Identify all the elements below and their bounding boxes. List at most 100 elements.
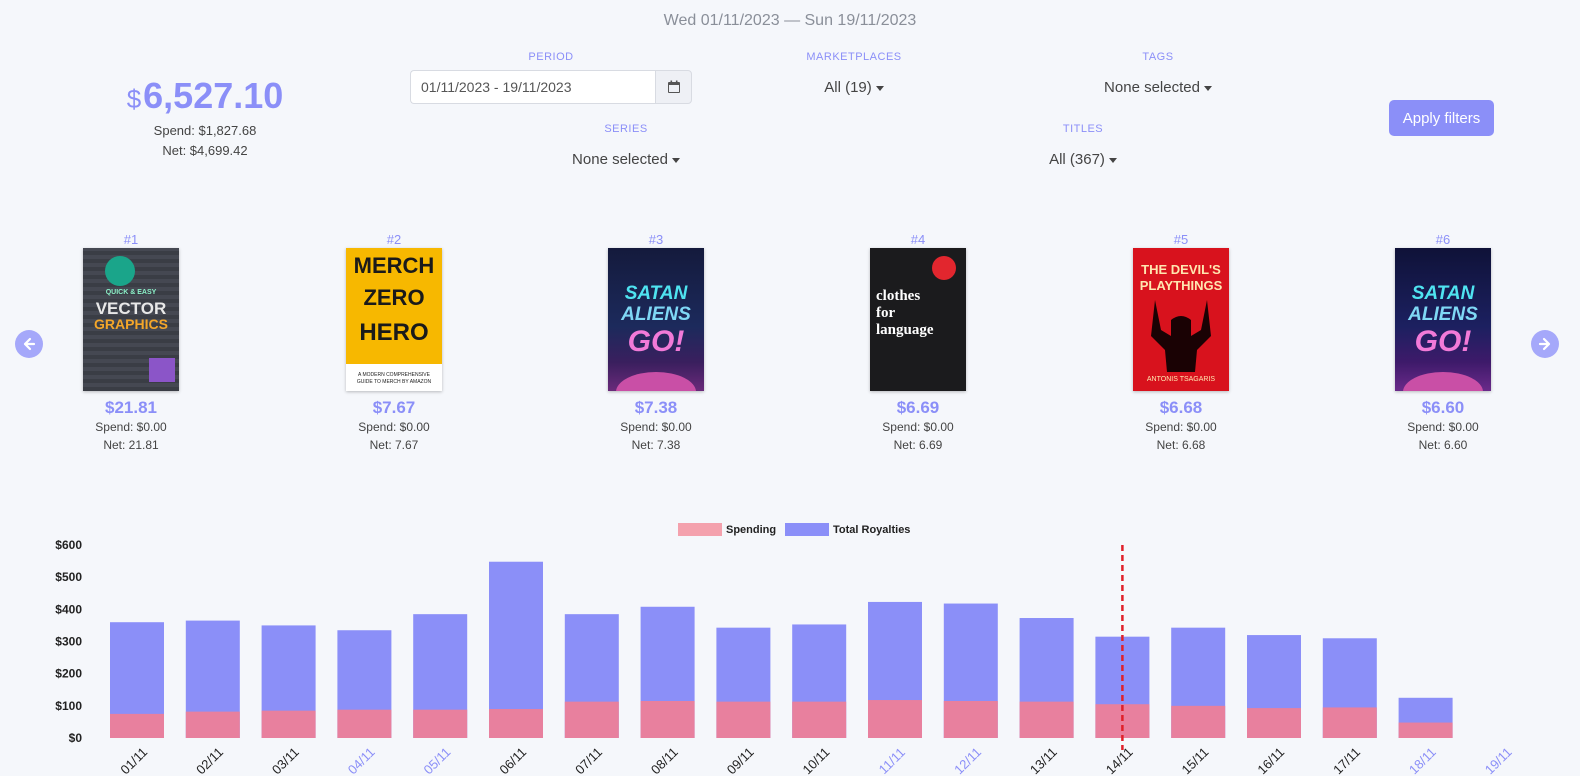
book-cover-merch-zero-to-hero[interactable]: MERCH ZERO HERO A MODERN COMPREHENSIVE G… [346, 248, 442, 391]
x-tick-label: 04/11 [345, 744, 378, 776]
apply-filters-button[interactable]: Apply filters [1389, 100, 1494, 136]
series-dropdown[interactable]: None selected [516, 151, 736, 168]
book-card[interactable]: #3 SATAN ALIENS GO! $7.38 Spend: $0.00 N… [576, 232, 736, 454]
book-price: $7.67 [372, 398, 416, 417]
cover-text: A MODERN COMPREHENSIVE GUIDE TO MERCH BY… [356, 372, 432, 385]
x-tick-label: 11/11 [876, 745, 908, 776]
book-net: Net: 6.68 [1156, 438, 1206, 452]
bar-spending [337, 709, 392, 738]
x-tick-label: 15/11 [1179, 744, 1212, 776]
x-tick-label: 03/11 [269, 744, 302, 776]
legend-swatch [678, 523, 722, 536]
cover-text: QUICK & EASY [105, 289, 157, 296]
cover-text: ANTONIS TSAGARIS [1146, 376, 1216, 383]
bar-spending [1247, 708, 1301, 738]
x-tick-label: 16/11 [1254, 744, 1287, 776]
cover-text: THE DEVIL'S [1141, 262, 1221, 277]
x-tick-label: 10/11 [800, 744, 833, 776]
book-price: $21.81 [105, 398, 157, 417]
book-price: $6.68 [1159, 398, 1203, 417]
x-tick-label: 09/11 [724, 744, 757, 776]
book-spend: Spend: $0.00 [358, 420, 430, 434]
caret-down-icon [671, 157, 680, 163]
total-value: 6,527.10 [143, 75, 284, 116]
book-card[interactable]: #2 MERCH ZERO HERO A MODERN COMPREHENSIV… [314, 232, 474, 454]
cover-text-line: for [876, 305, 896, 321]
caret-down-icon [1108, 157, 1117, 163]
book-cover-clothes-for-language[interactable]: clothes for language [870, 248, 966, 391]
carousel-next-button[interactable] [1531, 330, 1559, 358]
x-tick-label: 06/11 [496, 744, 529, 776]
x-tick-label: 18/11 [1406, 744, 1439, 776]
marketplaces-dropdown[interactable]: All (19) [744, 79, 964, 96]
x-tick-label: 08/11 [648, 744, 681, 776]
logo-badge [932, 256, 956, 280]
book-price: $6.69 [896, 398, 940, 417]
book-card[interactable]: #5 THE DEVIL'S PLAYTHINGS ANTONIS TSAGAR… [1101, 232, 1261, 454]
bar-spending [564, 701, 619, 738]
carousel-prev-button[interactable] [15, 330, 43, 358]
book-spend: Spend: $0.00 [620, 420, 692, 434]
y-tick-label: $100 [55, 699, 82, 713]
cover-text: SATAN [1411, 283, 1475, 304]
planet-shape [616, 372, 696, 391]
book-net: Net: 7.67 [369, 438, 419, 452]
cover-text: VECTOR [95, 299, 167, 318]
period-input[interactable] [410, 70, 655, 104]
book-cover-satan-aliens-go[interactable]: SATAN ALIENS GO! [1395, 248, 1491, 391]
bar-spending [413, 709, 468, 738]
bar-spending [640, 701, 695, 738]
book-cover-vector-graphics[interactable]: QUICK & EASY VECTOR GRAPHICS [83, 248, 179, 391]
x-tick-label: 13/11 [1027, 744, 1060, 776]
book-rank: #6 [1435, 232, 1451, 247]
bar-spending [185, 711, 240, 738]
bar-spending [489, 709, 543, 738]
bar-spending [110, 713, 164, 738]
book-spend: Spend: $0.00 [1407, 420, 1479, 434]
period-label: PERIOD [528, 51, 574, 63]
y-tick-label: $600 [55, 538, 82, 552]
y-tick-label: $400 [55, 602, 82, 616]
book-rank: #4 [910, 232, 926, 247]
bar-spending [716, 701, 771, 738]
x-tick-label: 01/11 [117, 744, 150, 776]
cover-shape [149, 358, 175, 382]
y-tick-label: $0 [69, 731, 83, 745]
cover-text: ZERO [363, 285, 425, 310]
book-net: Net: 6.60 [1418, 438, 1468, 452]
bar-spending [792, 701, 847, 738]
cover-text: HERO [359, 319, 429, 346]
book-spend: Spend: $0.00 [1145, 420, 1217, 434]
x-tick-label: 17/11 [1330, 744, 1363, 776]
titles-dropdown[interactable]: All (367) [973, 151, 1193, 168]
book-price: $7.38 [634, 398, 678, 417]
titles-value: All (367) [1049, 151, 1105, 168]
total-spend: Spend: $1,827.68 [153, 123, 257, 138]
book-rank: #3 [648, 232, 664, 247]
book-spend: Spend: $0.00 [95, 420, 167, 434]
calendar-button[interactable] [655, 70, 692, 104]
logo-badge [105, 256, 135, 286]
x-tick-label: 14/11 [1103, 744, 1136, 776]
book-rank: #2 [386, 232, 402, 247]
cover-text: SATAN [624, 283, 688, 304]
book-net: Net: 7.38 [631, 438, 681, 452]
cover-text-line: language [876, 322, 934, 338]
book-card[interactable]: #4 clothes for language $6.69 Spend: $0.… [838, 232, 998, 454]
tags-dropdown[interactable]: None selected [1048, 79, 1268, 96]
bar-spending [1171, 705, 1226, 738]
book-rank: #5 [1173, 232, 1189, 247]
series-value: None selected [572, 151, 668, 168]
book-cover-satan-aliens-go[interactable]: SATAN ALIENS GO! [608, 248, 704, 391]
marketplaces-label: MARKETPLACES [806, 51, 902, 63]
cover-text: clothes for language [876, 288, 934, 339]
currency-symbol: $ [126, 84, 142, 114]
bar-spending [1398, 722, 1453, 738]
legend-label: Total Royalties [833, 524, 910, 536]
y-tick-label: $300 [55, 635, 82, 649]
book-card[interactable]: #6 SATAN ALIENS GO! $6.60 Spend: $0.00 N… [1363, 232, 1523, 454]
planet-shape [1403, 372, 1483, 391]
book-cover-the-devils-playthings[interactable]: THE DEVIL'S PLAYTHINGS ANTONIS TSAGARIS [1133, 248, 1229, 391]
x-tick-label: 12/11 [951, 744, 984, 776]
book-card[interactable]: #1 QUICK & EASY VECTOR GRAPHICS $21.81 S… [51, 232, 211, 454]
